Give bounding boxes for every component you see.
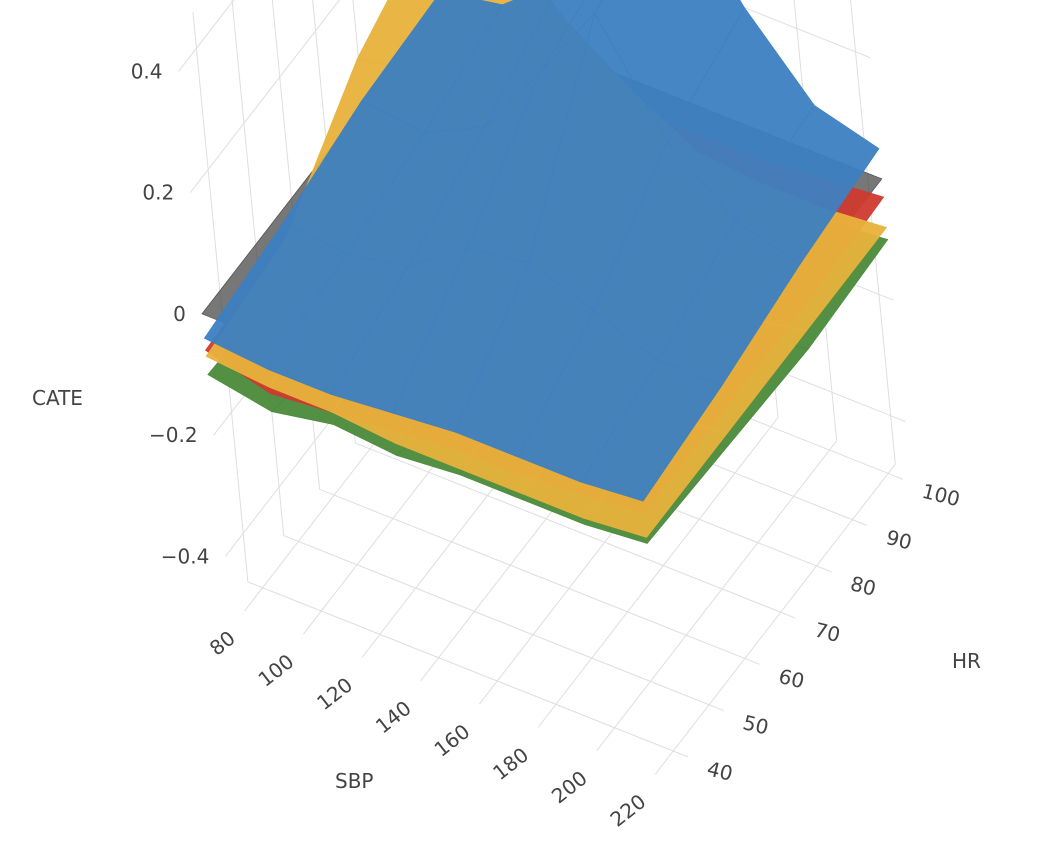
z-tick-label: −0.2 xyxy=(149,423,198,447)
z-tick-label: 0.4 xyxy=(131,59,163,83)
y-axis-title: HR xyxy=(952,649,981,673)
y-tick-label: 60 xyxy=(776,664,807,693)
grid-line xyxy=(596,440,838,752)
x-tick-label: 180 xyxy=(488,743,533,785)
grid-line xyxy=(723,0,871,59)
y-tick-label: 80 xyxy=(848,571,879,600)
z-tick-label: −0.4 xyxy=(161,544,210,568)
y-tick-label: 90 xyxy=(884,525,915,554)
grid-line xyxy=(247,581,689,758)
surface-layer xyxy=(201,0,889,544)
x-tick-label: 160 xyxy=(430,719,475,761)
grid-line xyxy=(283,535,724,712)
x-tick-label: 200 xyxy=(547,766,592,808)
grid-line xyxy=(537,417,779,728)
x-tick-label: 140 xyxy=(371,696,416,738)
grid-line xyxy=(319,488,760,665)
z-tick-label: 0.2 xyxy=(142,181,174,205)
grid-line xyxy=(355,442,796,619)
grid-line xyxy=(654,463,896,775)
x-tick-label: 220 xyxy=(606,789,651,831)
surface-4-patch xyxy=(580,360,723,502)
x-tick-label: 80 xyxy=(205,626,240,661)
surface-4 xyxy=(203,0,880,502)
x-tick-label: 120 xyxy=(312,673,357,715)
z-tick-label: 0 xyxy=(173,302,186,326)
grid-line xyxy=(178,0,235,72)
x-tick-label: 100 xyxy=(254,649,299,691)
x-axis-title: SBP xyxy=(335,769,373,793)
y-tick-label: 100 xyxy=(920,479,963,512)
y-tick-label: 50 xyxy=(741,710,772,739)
y-tick-label: 70 xyxy=(812,618,843,647)
y-tick-label: 40 xyxy=(705,756,736,785)
z-axis-title: CATE xyxy=(32,386,83,410)
grid-line xyxy=(189,0,341,193)
